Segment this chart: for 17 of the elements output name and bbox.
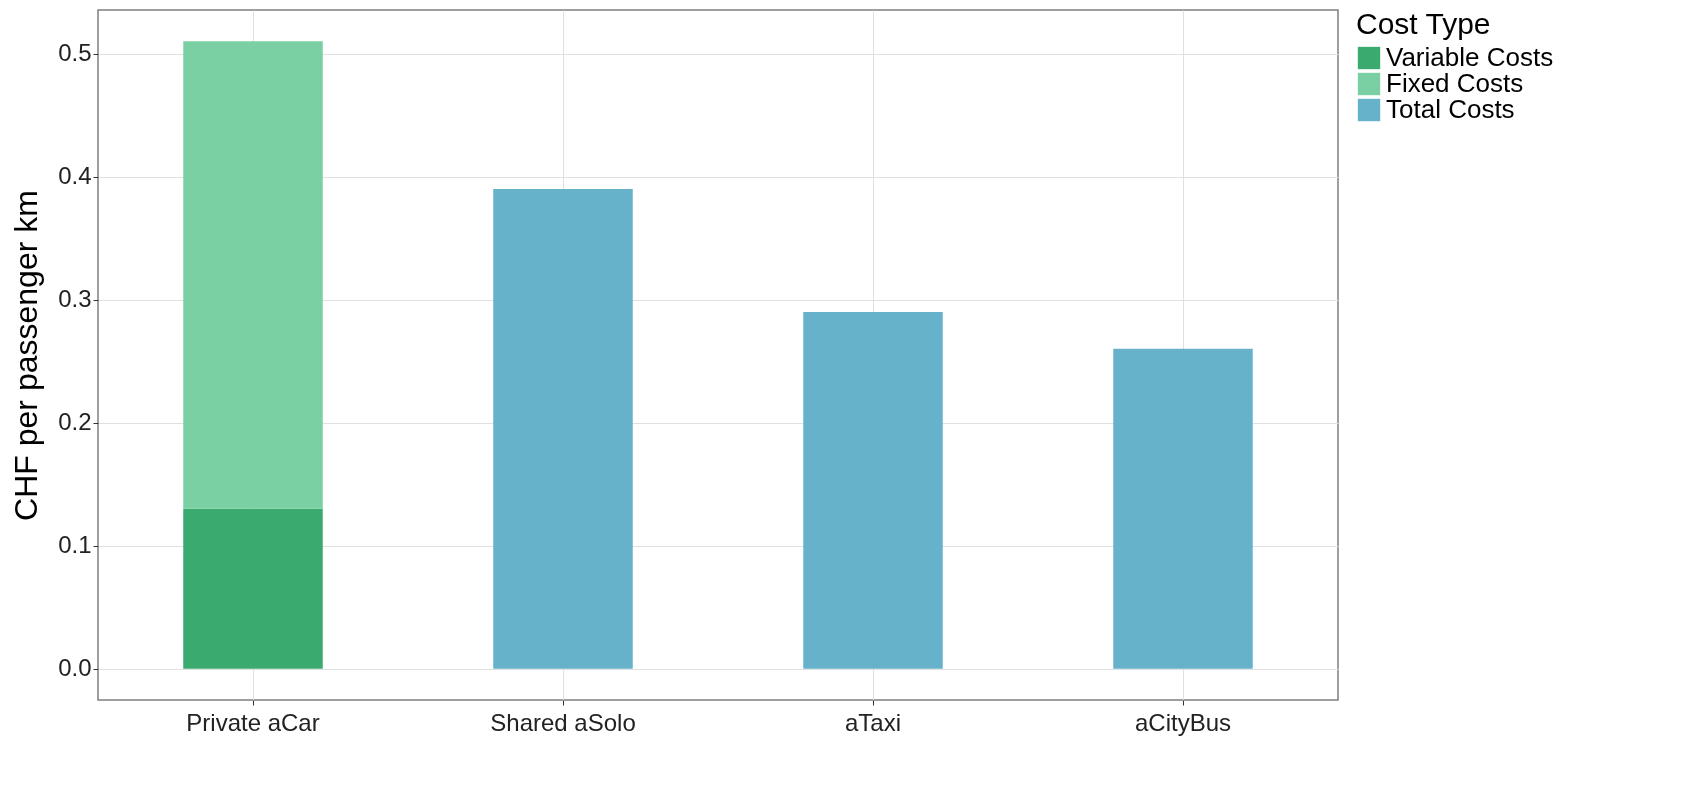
y-tick-label: 0.4 bbox=[58, 162, 92, 190]
y-tick-label: 0.3 bbox=[58, 285, 92, 313]
y-axis-title: CHF per passenger km bbox=[8, 190, 45, 521]
x-tick-label: Shared aSolo bbox=[490, 708, 636, 736]
bar bbox=[493, 188, 633, 669]
y-tick-label: 0.1 bbox=[58, 531, 92, 559]
x-tick-label: aTaxi bbox=[844, 708, 902, 736]
legend-title: Cost Type bbox=[1356, 7, 1491, 40]
y-tick-label: 0.0 bbox=[58, 654, 92, 682]
bar bbox=[1113, 348, 1253, 669]
y-tick-label: 0.5 bbox=[58, 39, 92, 67]
bar bbox=[803, 311, 943, 669]
bar bbox=[183, 41, 323, 509]
bar bbox=[183, 508, 323, 669]
y-tick-label: 0.2 bbox=[58, 408, 92, 436]
x-tick-label: Private aCar bbox=[186, 708, 320, 736]
x-tick-label: aCityBus bbox=[1134, 708, 1232, 736]
